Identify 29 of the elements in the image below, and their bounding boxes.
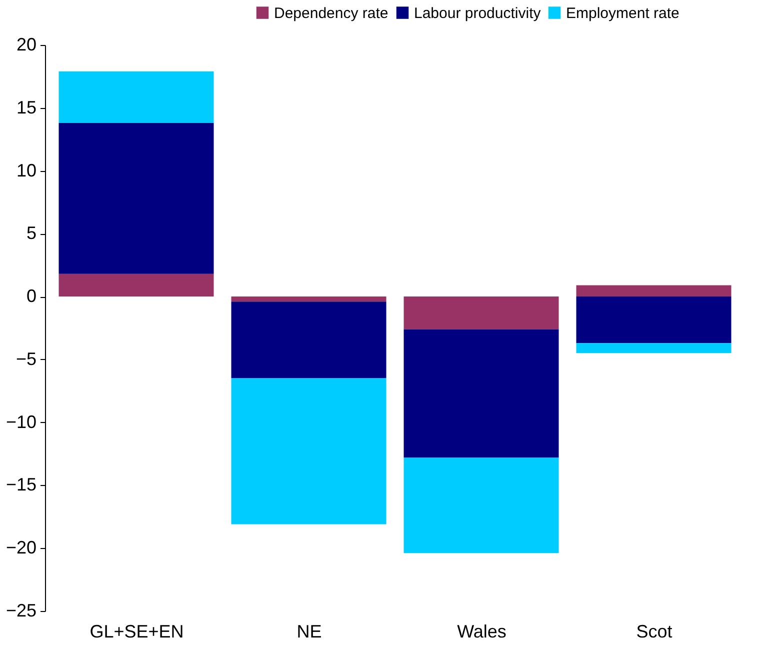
bar <box>231 296 386 302</box>
y-tick-label: −10 <box>6 412 36 432</box>
bar <box>576 296 732 344</box>
y-tick-label: 10 <box>16 160 36 180</box>
x-tick-label: NE <box>296 622 322 642</box>
bar <box>58 274 214 297</box>
bar <box>404 329 559 458</box>
y-tick-label: 15 <box>16 97 36 118</box>
bar <box>231 378 386 524</box>
y-tick-label: 5 <box>26 223 36 244</box>
x-tick-label: GL+SE+EN <box>90 622 184 642</box>
y-tick-label: 20 <box>16 34 36 54</box>
bar <box>404 296 559 330</box>
bar <box>58 122 214 274</box>
x-tick-label: Scot <box>636 622 672 642</box>
bar <box>576 285 732 297</box>
bar <box>231 302 386 378</box>
y-tick-label: −15 <box>6 474 36 495</box>
legend-label: Employment rate <box>566 4 680 22</box>
y-tick-label: 0 <box>26 286 36 306</box>
bar <box>58 71 214 123</box>
legend-label: Labour productivity <box>414 4 542 22</box>
bar <box>576 343 732 354</box>
legend-label: Dependency rate <box>274 4 388 22</box>
bar <box>404 458 559 554</box>
x-tick-label: Wales <box>457 622 506 642</box>
y-tick-label: −20 <box>6 538 36 558</box>
y-tick-label: −25 <box>6 600 36 620</box>
y-tick-label: −5 <box>16 348 36 369</box>
